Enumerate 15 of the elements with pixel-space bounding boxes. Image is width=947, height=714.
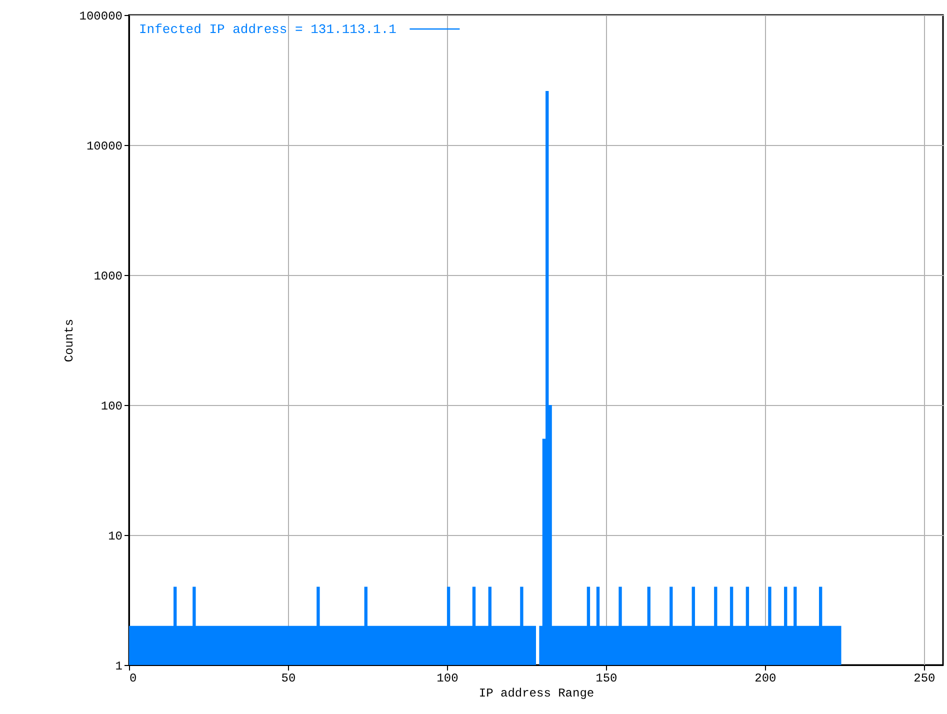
legend-label: Infected IP address = 131.113.1.1 [139,22,397,37]
y-tick-label: 10000 [86,140,122,154]
y-tick-label: 1 [115,660,122,674]
y-tick-label: 10 [108,530,122,544]
x-axis-title: IP address Range [478,686,594,700]
y-axis-title: Counts [62,318,76,362]
y-tick-label: 1000 [94,270,122,284]
x-tick-label: 250 [914,672,936,686]
x-tick-label: 200 [754,672,776,686]
y-tick-label: 100 [100,400,122,414]
x-tick-label: 150 [596,672,618,686]
x-tick-label: 50 [281,672,296,686]
x-tick-label: 0 [130,672,137,686]
x-tick-label: 100 [436,672,458,686]
y-tick-label: 100000 [79,10,122,24]
